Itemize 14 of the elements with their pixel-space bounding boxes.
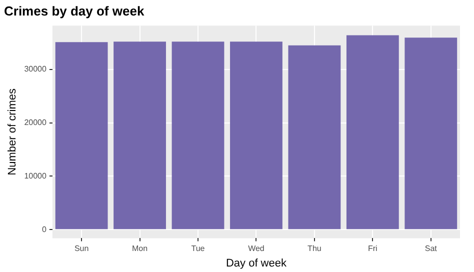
y-tick-label: 30000 <box>24 64 47 74</box>
x-tick-label: Fri <box>368 244 378 254</box>
x-axis-title: Day of week <box>226 257 287 270</box>
y-tick-label: 10000 <box>24 171 47 180</box>
chart-title: Crimes by day of week <box>4 3 145 18</box>
x-tick-label: Sat <box>424 244 438 254</box>
x-tick-label: Thu <box>308 244 322 254</box>
x-tick-label: Tue <box>191 244 206 254</box>
x-tick-label: Wed <box>248 244 264 254</box>
y-tick-label: 20000 <box>24 118 47 128</box>
x-tick-label: Sun <box>74 244 89 254</box>
x-tick-label: Mon <box>132 244 148 254</box>
y-axis-title: Number of crimes <box>6 88 19 176</box>
y-tick-label: 0 <box>42 224 47 234</box>
